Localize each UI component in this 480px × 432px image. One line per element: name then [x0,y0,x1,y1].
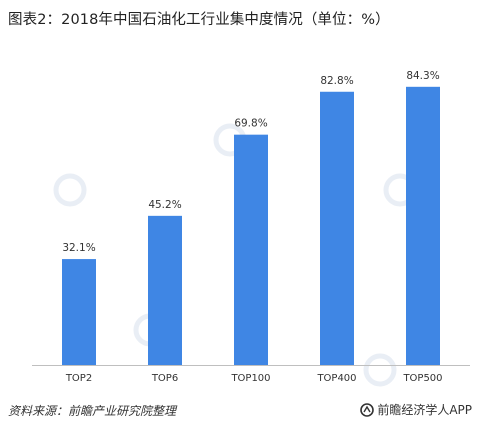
brand-logo-icon [360,402,375,417]
bar-top400 [320,91,354,365]
brand-name: 前瞻经济学人APP [377,403,472,417]
category-label: TOP2 [65,373,92,384]
bar-top100 [234,134,268,365]
value-label: 82.8% [320,75,353,87]
watermark-mark [53,173,87,207]
category-label: TOP500 [402,373,442,384]
watermark-mark [363,353,397,387]
value-label: 84.3% [406,70,439,82]
category-label: TOP6 [151,373,178,384]
category-label: TOP100 [230,373,270,384]
bar-top6 [148,215,182,365]
brand-footer: 前瞻经济学人APP [360,401,472,418]
value-label: 32.1% [62,242,95,254]
value-label: 45.2% [148,199,181,211]
value-label: 69.8% [234,118,267,130]
chart-title: 图表2：2018年中国石油化工行业集中度情况（单位：%） [8,12,390,28]
bar-top500 [406,86,440,365]
source-note: 资料来源：前瞻产业研究院整理 [8,404,177,418]
bar-top2 [62,259,96,365]
category-label: TOP400 [316,373,356,384]
